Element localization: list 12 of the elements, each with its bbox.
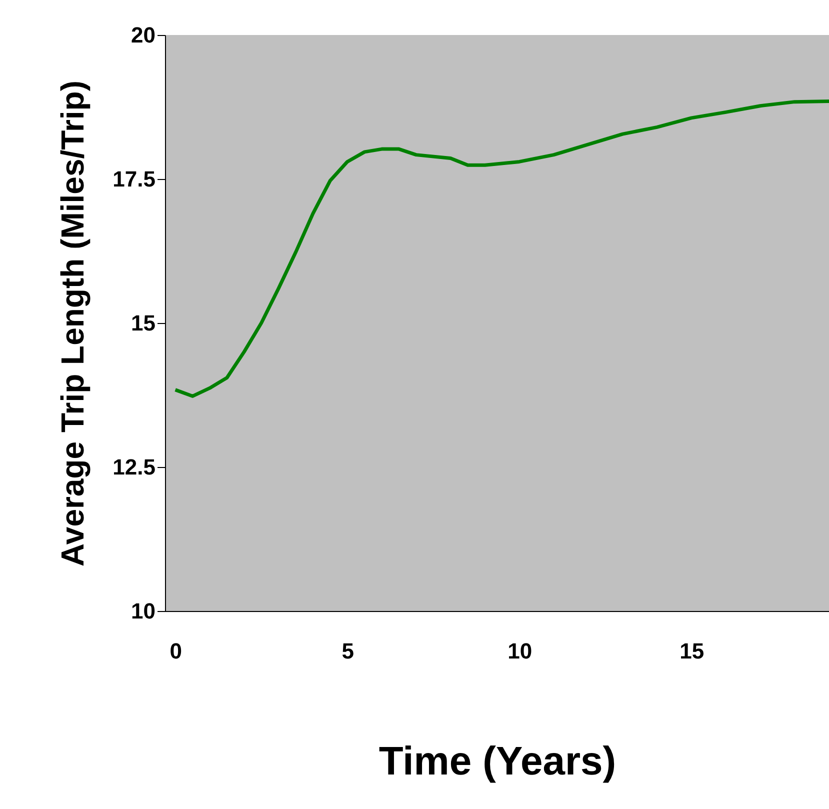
y-tick-label: 12.5 (112, 454, 156, 480)
x-axis-title: Time (Years) (378, 740, 616, 784)
y-axis-title: Average Trip Length (Miles/Trip) (54, 80, 91, 566)
y-tick-label: 17.5 (112, 166, 156, 192)
x-tick-label: 0 (170, 638, 182, 664)
y-tick-label: 10 (131, 598, 156, 624)
y-tick-label: 15 (131, 310, 156, 336)
y-tick-label: 20 (131, 22, 156, 48)
x-tick-label: 5 (342, 638, 354, 664)
line-series (174, 99, 829, 398)
x-tick-label: 10 (508, 638, 532, 664)
x-tick-label: 15 (680, 638, 704, 664)
